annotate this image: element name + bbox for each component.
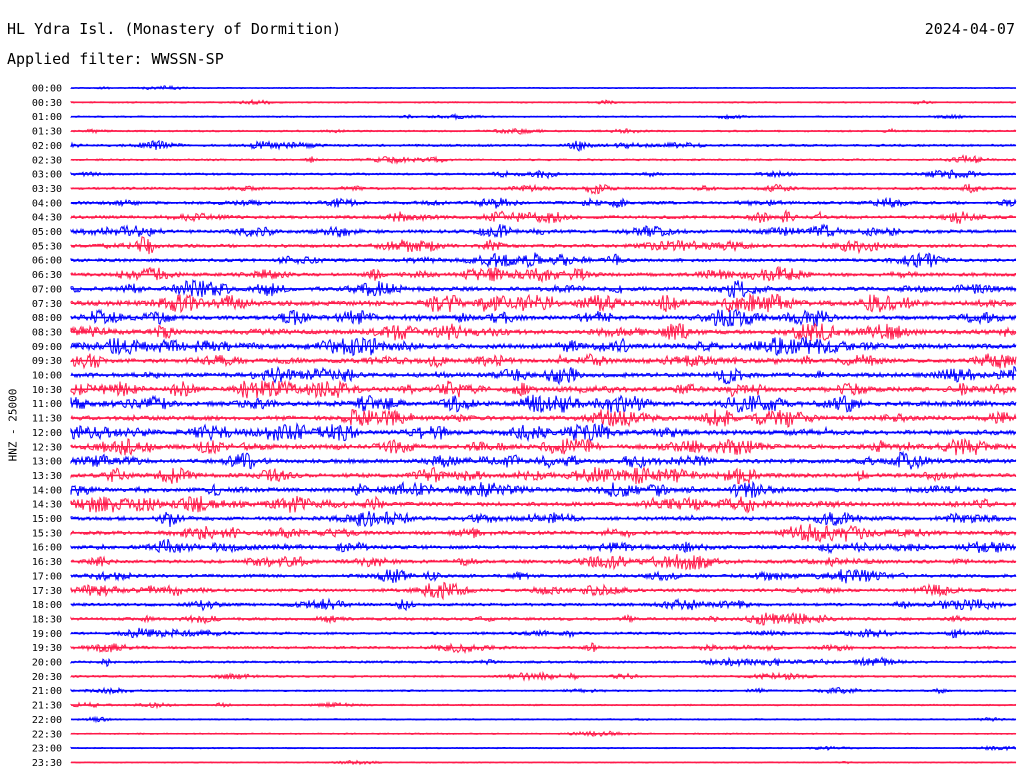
time-tick-label: 22:00 xyxy=(32,715,62,726)
time-tick-label: 01:00 xyxy=(32,112,62,123)
time-tick-label: 11:00 xyxy=(32,399,62,410)
time-tick-label: 12:00 xyxy=(32,428,62,439)
time-tick-label: 03:30 xyxy=(32,184,62,195)
time-tick-label: 00:30 xyxy=(32,98,62,109)
seismic-trace-1300 xyxy=(70,450,1017,470)
seismic-trace-0930 xyxy=(70,353,1017,370)
time-tick-label: 11:30 xyxy=(32,414,62,425)
time-tick-label: 09:00 xyxy=(32,342,62,353)
time-tick-label: 20:30 xyxy=(32,672,62,683)
time-tick-label: 07:00 xyxy=(32,284,62,295)
time-tick-label: 19:00 xyxy=(32,629,62,640)
time-tick-label: 01:30 xyxy=(32,127,62,138)
time-tick-label: 02:00 xyxy=(32,141,62,152)
time-tick-label: 04:30 xyxy=(32,213,62,224)
time-tick-label: 04:00 xyxy=(32,198,62,209)
time-tick-label: 03:00 xyxy=(32,170,62,181)
time-tick-label: 07:30 xyxy=(32,299,62,310)
time-tick-label: 02:30 xyxy=(32,155,62,166)
time-tick-label: 10:30 xyxy=(32,385,62,396)
time-tick-label: 20:00 xyxy=(32,658,62,669)
time-tick-label: 08:00 xyxy=(32,313,62,324)
time-tick-label: 22:30 xyxy=(32,729,62,740)
time-tick-label: 15:30 xyxy=(32,528,62,539)
record-date: 2024-04-07 xyxy=(924,20,1015,38)
time-tick-label: 12:30 xyxy=(32,442,62,453)
time-tick-label: 19:30 xyxy=(32,643,62,654)
time-tick-label: 13:00 xyxy=(32,457,62,468)
time-tick-label: 13:30 xyxy=(32,471,62,482)
time-tick-label: 14:30 xyxy=(32,500,62,511)
time-tick-label: 14:00 xyxy=(32,485,62,496)
station-title: HL Ydra Isl. (Monastery of Dormition) xyxy=(7,20,342,38)
time-tick-label: 17:30 xyxy=(32,586,62,597)
time-tick-label: 05:00 xyxy=(32,227,62,238)
seismic-trace-1600 xyxy=(70,538,1017,555)
time-tick-label: 08:30 xyxy=(32,327,62,338)
time-tick-label: 05:30 xyxy=(32,241,62,252)
time-tick-label: 23:30 xyxy=(32,758,62,769)
time-tick-label: 06:00 xyxy=(32,256,62,267)
time-tick-label: 16:00 xyxy=(32,543,62,554)
time-tick-label: 23:00 xyxy=(32,744,62,755)
applied-filter: Applied filter: WWSSN-SP xyxy=(7,50,224,68)
time-tick-label: 21:00 xyxy=(32,686,62,697)
time-tick-label: 06:30 xyxy=(32,270,62,281)
time-tick-label: 00:00 xyxy=(32,84,62,95)
time-tick-label: 18:00 xyxy=(32,600,62,611)
time-tick-label: 18:30 xyxy=(32,614,62,625)
seismic-trace-0830 xyxy=(70,322,1017,341)
time-tick-label: 15:00 xyxy=(32,514,62,525)
seismic-trace-1730 xyxy=(70,581,1017,601)
time-tick-label: 21:30 xyxy=(32,701,62,712)
time-tick-label: 16:30 xyxy=(32,557,62,568)
time-tick-label: 09:30 xyxy=(32,356,62,367)
time-tick-label: 17:00 xyxy=(32,571,62,582)
seismic-trace-1530 xyxy=(70,523,1017,543)
time-tick-label: 10:00 xyxy=(32,371,62,382)
